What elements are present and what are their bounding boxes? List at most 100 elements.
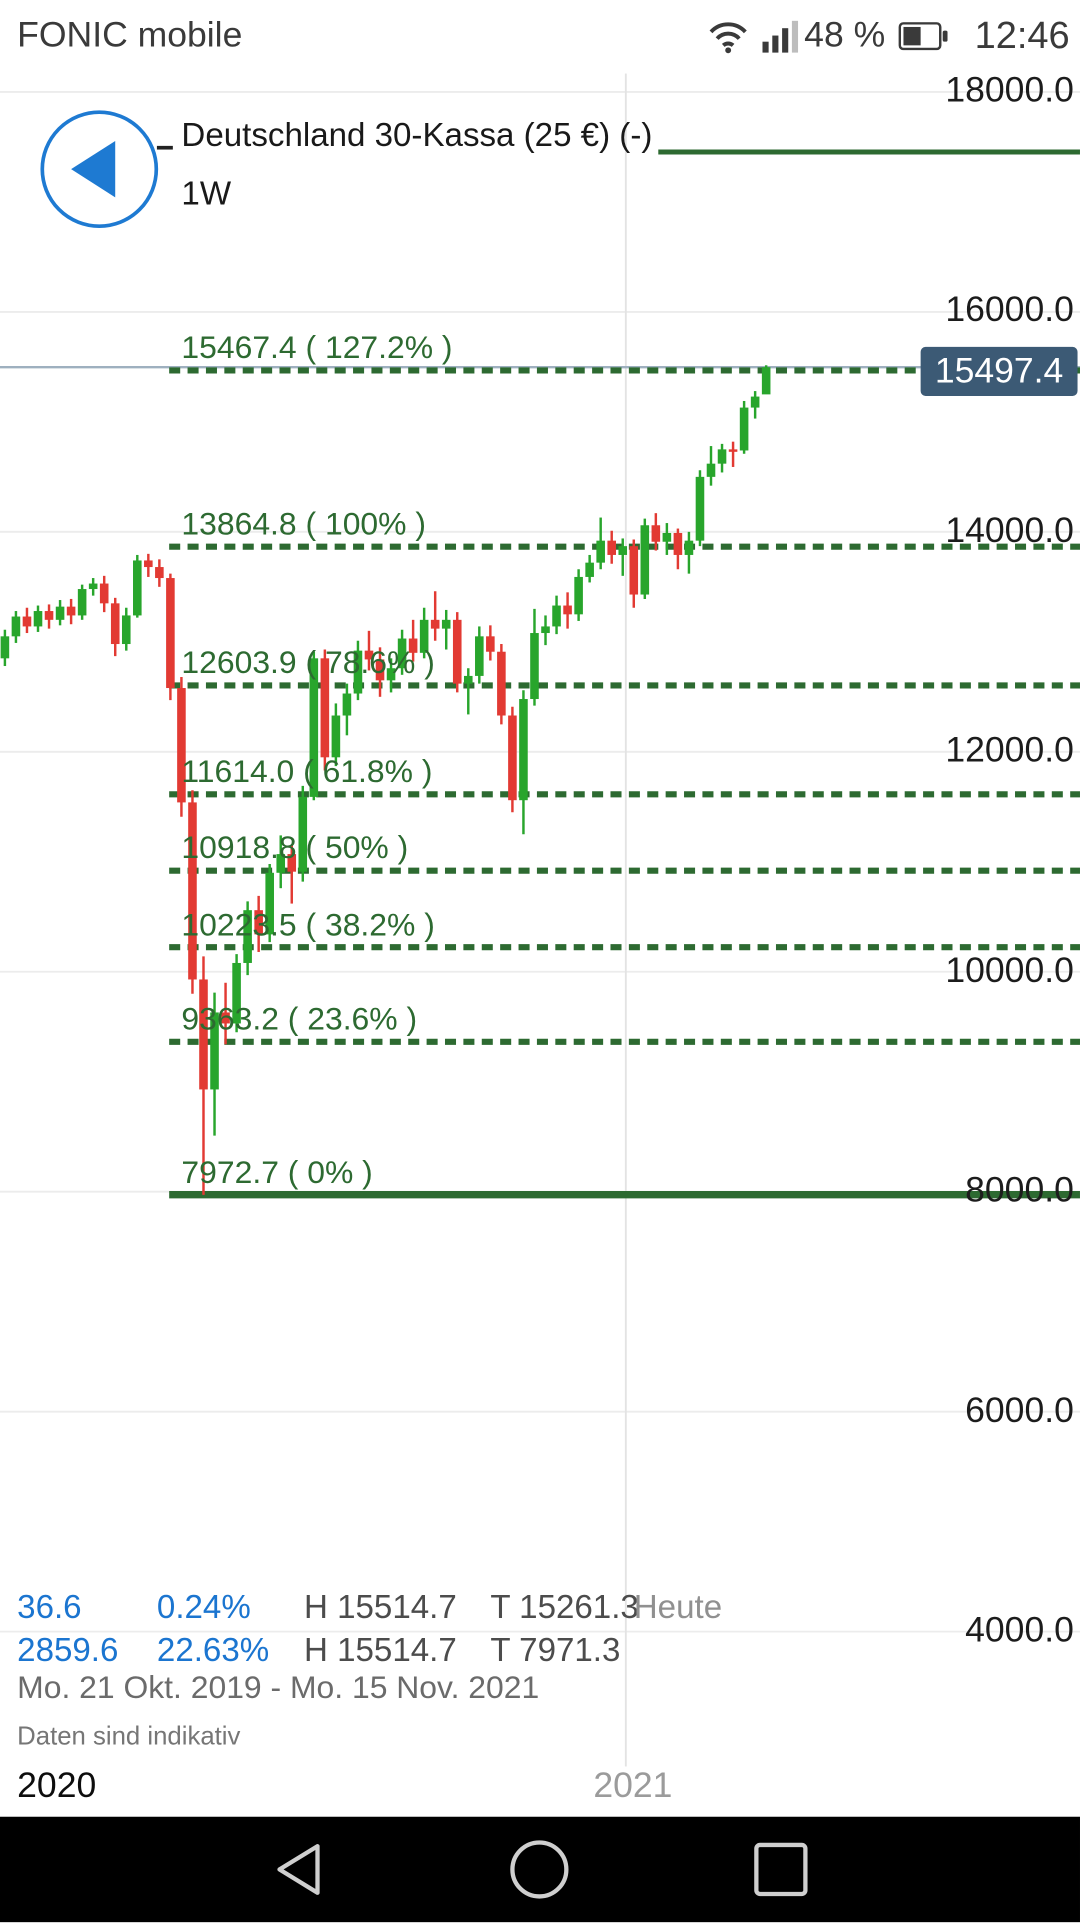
instrument-line-tick — [156, 145, 173, 150]
x-axis-label-2021: 2021 — [588, 1766, 678, 1807]
candle-body — [88, 583, 98, 590]
candle-body — [188, 802, 197, 980]
candle-body — [508, 715, 517, 801]
y-axis-tick-label: 12000.0 — [945, 730, 1074, 771]
candle-body — [287, 854, 297, 872]
candle-body — [563, 605, 572, 615]
y-axis-tick-label: 8000.0 — [965, 1170, 1074, 1211]
candle-body — [541, 626, 550, 634]
candle-body — [530, 633, 539, 700]
candle-body — [607, 540, 616, 555]
candle-body — [684, 540, 694, 555]
candle-body — [364, 650, 374, 660]
candle-body — [77, 589, 87, 616]
candle-body — [728, 449, 738, 452]
candle-body — [11, 616, 21, 637]
candle-body — [497, 651, 506, 716]
fib-level-label: 10918.8 ( 50% ) — [181, 829, 409, 866]
daily-change-pct: 0.24% — [156, 1588, 251, 1626]
candle-body — [750, 396, 760, 408]
candle-body — [739, 407, 749, 451]
candle-body — [0, 636, 10, 659]
signal-icon — [762, 20, 799, 53]
clock-label: 12:46 — [974, 13, 1070, 57]
daily-high: H 15514.7 — [304, 1588, 457, 1626]
nav-recents-icon[interactable] — [754, 1842, 808, 1897]
date-range-label: Mo. 21 Okt. 2019 - Mo. 15 Nov. 2021 — [17, 1668, 540, 1706]
candle-body — [430, 619, 440, 629]
candle-body — [574, 576, 583, 615]
candle-body — [155, 567, 164, 579]
y-axis-tick-label: 18000.0 — [945, 71, 1074, 111]
disclaimer-label: Daten sind indikativ — [17, 1722, 241, 1751]
range-high: H 15514.7 — [304, 1631, 457, 1669]
battery-percent-label: 48 % — [804, 15, 886, 56]
candle-body — [199, 979, 208, 1090]
y-axis-tick-label: 14000.0 — [945, 510, 1074, 551]
candle-body — [177, 688, 186, 803]
price-chart[interactable] — [0, 0, 1080, 1814]
fib-level-label: 10223.5 ( 38.2% ) — [181, 905, 435, 943]
candle-body — [144, 560, 153, 568]
candle-body — [265, 872, 274, 935]
candle-body — [99, 583, 109, 604]
candle-body — [66, 606, 76, 616]
candle-body — [121, 615, 131, 645]
fib-level-label: 15467.4 ( 127.2% ) — [181, 328, 453, 366]
candle-body — [331, 715, 341, 758]
candle-body — [397, 638, 407, 669]
x-axis-label-2020: 2020 — [12, 1766, 102, 1807]
timeframe-selector[interactable]: 1W — [181, 175, 232, 213]
candle-body — [232, 962, 241, 1024]
carrier-label: FONIC mobile — [17, 15, 243, 56]
candle-body — [353, 650, 363, 694]
back-button[interactable] — [40, 110, 159, 229]
fib-level-label: 9363.2 ( 23.6% ) — [181, 1000, 418, 1037]
candle-body — [254, 910, 263, 935]
daily-period-label: Heute — [633, 1588, 723, 1626]
candle-body — [276, 854, 286, 873]
candle-body — [519, 699, 528, 801]
candle-body — [210, 1012, 219, 1090]
candle-body — [309, 658, 319, 797]
wifi-icon — [709, 22, 747, 54]
nav-home-icon[interactable] — [510, 1840, 569, 1899]
candle-body — [618, 546, 628, 555]
nav-back-icon[interactable] — [277, 1844, 320, 1895]
range-change: 2859.6 — [17, 1631, 119, 1669]
y-axis-tick-label: 10000.0 — [945, 950, 1074, 991]
range-low: T 7971.3 — [490, 1631, 621, 1669]
candle-body — [695, 476, 705, 541]
current-price-badge: 15497.4 — [920, 346, 1078, 396]
fib-level-label: 13864.8 ( 100% ) — [181, 505, 426, 542]
fib-level-label: 7972.7 ( 0% ) — [181, 1153, 373, 1190]
daily-change: 36.6 — [17, 1588, 82, 1626]
candle-body — [441, 619, 451, 629]
candle-body — [552, 605, 561, 627]
battery-icon — [898, 22, 948, 51]
candle-body — [55, 606, 65, 620]
candle-body — [44, 611, 54, 620]
y-axis-tick-label: 16000.0 — [945, 291, 1074, 331]
candle-body — [452, 619, 462, 684]
candle-body — [386, 668, 396, 681]
fib-level-label: 11614.0 ( 61.8% ) — [181, 752, 433, 790]
y-axis-tick-label: 4000.0 — [965, 1610, 1074, 1651]
status-bar: FONIC mobile 48 % 12:46 — [0, 0, 1080, 74]
candle-body — [110, 603, 120, 645]
android-nav-bar — [0, 1816, 1080, 1923]
candle-body — [629, 546, 639, 595]
y-axis-tick-label: 6000.0 — [965, 1390, 1074, 1431]
candle-body — [243, 910, 252, 963]
candle-body — [706, 463, 716, 477]
fib-level-label: 12603.9 ( 78.6% ) — [181, 643, 435, 681]
back-arrow-icon — [71, 140, 116, 198]
candle-body — [298, 796, 308, 872]
candle-body — [342, 693, 352, 716]
candle-body — [717, 449, 727, 464]
candle-body — [33, 611, 43, 627]
candle-body — [640, 525, 650, 595]
candle-body — [761, 367, 771, 395]
candle-body — [662, 532, 672, 542]
